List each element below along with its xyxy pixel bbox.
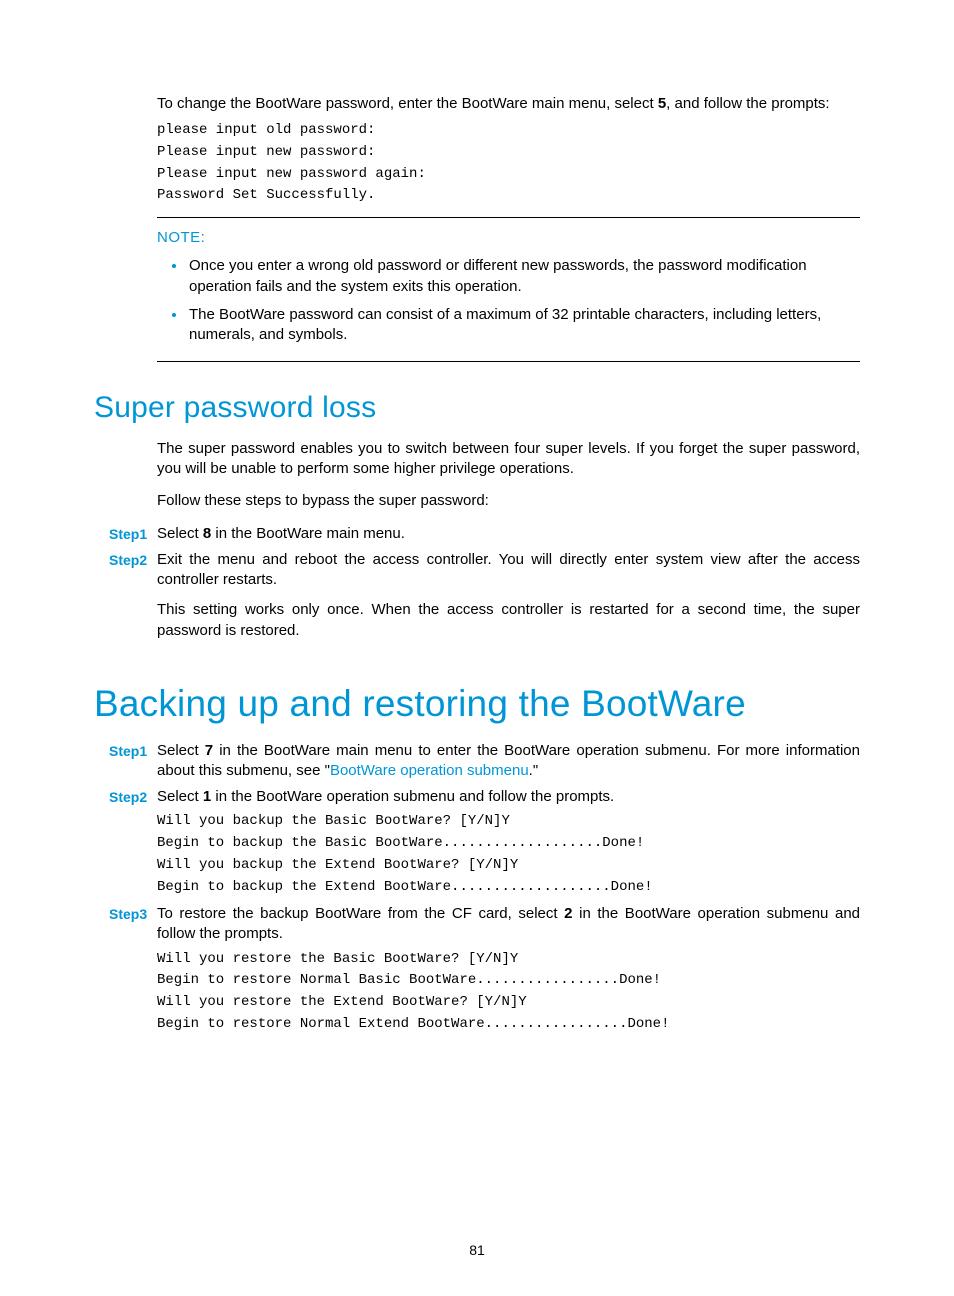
step-text-post2: ." [529,762,539,779]
step-text-bold: 1 [203,788,211,805]
backup-step3: Step3 To restore the backup BootWare fro… [109,904,860,1035]
super-step1: Step1 Select 8 in the BootWare main menu… [109,524,860,544]
step-text-post: in the BootWare main menu. [211,525,405,542]
step-text-pre: Select [157,525,203,542]
intro-code: please input old password: Please input … [157,120,860,207]
note-label: NOTE: [157,228,860,248]
note-item: Once you enter a wrong old password or d… [187,256,860,297]
step-text-pre: To restore the backup BootWare from the … [157,905,564,922]
intro-text-pre: To change the BootWare password, enter t… [157,95,658,112]
heading-backing-up-restoring: Backing up and restoring the BootWare [94,679,860,729]
page-content: To change the BootWare password, enter t… [0,0,954,1035]
step-label: Step1 [109,524,157,544]
step-text-post: in the BootWare operation submenu and fo… [211,788,614,805]
intro-block: To change the BootWare password, enter t… [157,94,860,362]
step-text-bold: 2 [564,905,572,922]
intro-paragraph: To change the BootWare password, enter t… [157,94,860,114]
step-body: Select 7 in the BootWare main menu to en… [157,741,860,782]
note-list: Once you enter a wrong old password or d… [157,256,860,345]
step-label: Step2 [109,550,157,570]
intro-text-post: , and follow the prompts: [666,95,829,112]
step-body: Select 8 in the BootWare main menu. [157,524,860,544]
step-text: Exit the menu and reboot the access cont… [157,551,860,588]
step-text-pre: Select [157,788,203,805]
step-text-bold: 7 [205,742,213,759]
step-text-bold: 8 [203,525,211,542]
step-label: Step3 [109,904,157,924]
super-para2: Follow these steps to bypass the super p… [157,491,860,511]
step-body: Exit the menu and reboot the access cont… [157,550,860,649]
bootware-submenu-link[interactable]: BootWare operation submenu [330,762,529,779]
backup-step2: Step2 Select 1 in the BootWare operation… [109,787,860,898]
note-box: NOTE: Once you enter a wrong old passwor… [157,217,860,362]
super-tail-para: This setting works only once. When the a… [157,600,860,641]
step-body: Select 1 in the BootWare operation subme… [157,787,860,898]
intro-bold: 5 [658,95,666,112]
step-label: Step1 [109,741,157,761]
step-text-pre: Select [157,742,205,759]
step2-code: Will you backup the Basic BootWare? [Y/N… [157,811,860,898]
backup-step1: Step1 Select 7 in the BootWare main menu… [109,741,860,782]
step-label: Step2 [109,787,157,807]
step-body: To restore the backup BootWare from the … [157,904,860,1035]
heading-super-password-loss: Super password loss [94,388,860,429]
super-para1: The super password enables you to switch… [157,439,860,480]
super-step2: Step2 Exit the menu and reboot the acces… [109,550,860,649]
super-body: The super password enables you to switch… [157,439,860,512]
step3-code: Will you restore the Basic BootWare? [Y/… [157,949,860,1036]
note-item: The BootWare password can consist of a m… [187,305,860,346]
page-number: 81 [0,1241,954,1260]
